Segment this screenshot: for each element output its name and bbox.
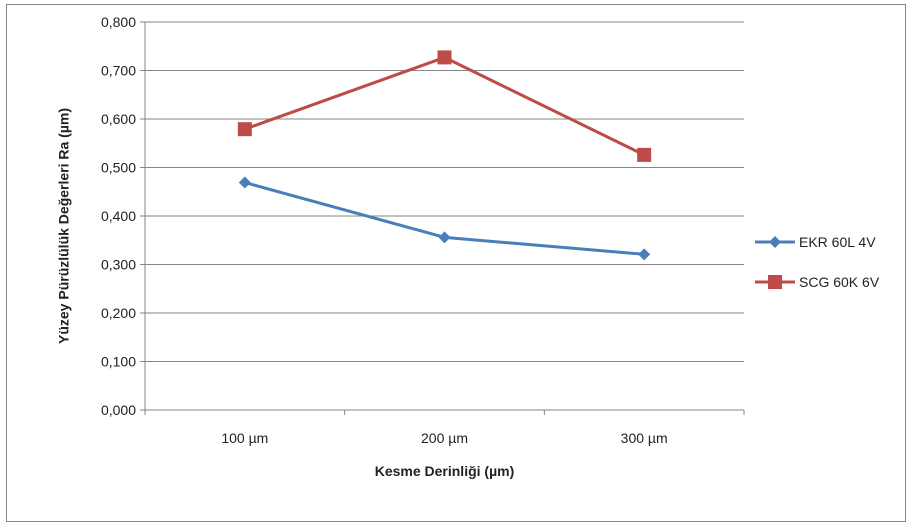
y-tick-label: 0,100 (101, 354, 136, 370)
x-tick-label: 200 µm (421, 430, 468, 446)
axes (140, 21, 745, 415)
y-tick-label: 0,200 (101, 305, 136, 321)
y-tick-label: 0,400 (101, 208, 136, 224)
y-tick-labels: 0,000 0,100 0,200 0,300 0,400 0,500 0,600 0,700… (101, 14, 136, 418)
data-point-square (637, 147, 652, 162)
data-point-square (437, 50, 452, 65)
data-point-diamond (638, 248, 651, 261)
y-tick-label: 0,700 (101, 63, 136, 79)
x-axis-title: Kesme Derinliği (µm) (375, 463, 515, 479)
x-tick-label: 300 µm (621, 430, 668, 446)
y-axis-title: Yüzey Pürüzlülük Değerleri Ra (µm) (56, 108, 72, 344)
legend-marker-diamond (769, 236, 781, 248)
y-tick-label: 0,300 (101, 257, 136, 273)
series-line-2 (244, 55, 645, 157)
legend-label: SCG 60K 6V (799, 274, 880, 290)
series-line-1 (244, 181, 645, 256)
legend-marker-square (768, 275, 782, 289)
chart-frame (6, 4, 906, 522)
y-tick-label: 0,000 (101, 402, 136, 418)
data-point-diamond (438, 231, 451, 244)
data-point-diamond (238, 176, 251, 189)
gridlines (145, 21, 744, 362)
x-tick-labels: 100 µm 200 µm 300 µm (221, 430, 667, 446)
data-point-square (237, 122, 252, 137)
x-tick-label: 100 µm (221, 430, 268, 446)
series-layer (237, 50, 652, 261)
legend-label: EKR 60L 4V (799, 234, 876, 250)
y-tick-label: 0,600 (101, 111, 136, 127)
legend: EKR 60L 4V SCG 60K 6V (755, 234, 880, 290)
y-tick-label: 0,800 (101, 14, 136, 30)
y-tick-label: 0,500 (101, 160, 136, 176)
